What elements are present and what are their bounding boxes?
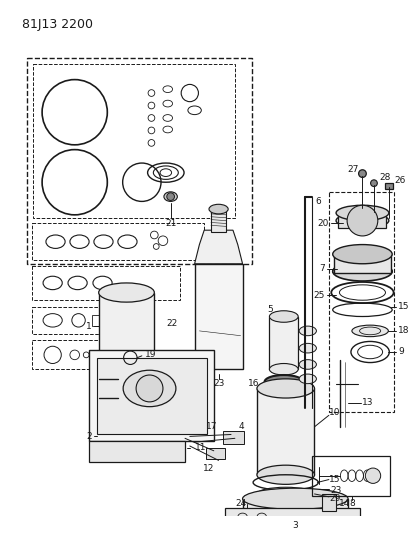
Ellipse shape (99, 283, 154, 302)
Bar (99, 293, 154, 369)
Ellipse shape (123, 370, 176, 407)
Circle shape (365, 468, 381, 483)
Ellipse shape (299, 343, 316, 353)
Ellipse shape (299, 360, 316, 369)
Text: 1: 1 (86, 321, 92, 330)
Text: 27: 27 (347, 165, 358, 174)
Text: 23: 23 (213, 379, 224, 388)
Bar (97, 358, 207, 434)
Bar (27, 58, 252, 264)
Text: 4: 4 (239, 422, 245, 431)
Ellipse shape (352, 325, 388, 337)
Bar (92, 314, 102, 326)
Bar (270, 317, 298, 369)
Bar (89, 441, 185, 462)
Ellipse shape (265, 375, 303, 389)
Text: 19: 19 (145, 350, 156, 359)
Bar (257, 389, 314, 475)
Circle shape (347, 205, 378, 236)
Ellipse shape (209, 204, 228, 214)
Bar (329, 192, 394, 413)
Ellipse shape (257, 379, 314, 398)
Ellipse shape (299, 374, 316, 384)
Text: 16: 16 (248, 379, 260, 388)
Text: 12: 12 (203, 464, 215, 473)
Circle shape (371, 180, 377, 187)
Text: 28: 28 (380, 173, 391, 182)
Text: 81J13 2200: 81J13 2200 (22, 18, 93, 31)
Circle shape (167, 193, 174, 200)
Text: 10: 10 (329, 408, 340, 417)
Text: 11: 11 (194, 443, 206, 453)
Ellipse shape (164, 192, 177, 201)
Bar (32, 307, 147, 334)
Text: 5: 5 (268, 305, 273, 314)
Bar (386, 183, 393, 189)
Bar (312, 456, 390, 496)
Bar (206, 448, 225, 459)
Bar (339, 213, 386, 228)
Ellipse shape (99, 360, 154, 379)
Polygon shape (194, 230, 242, 264)
Ellipse shape (336, 205, 389, 221)
Text: 18: 18 (398, 326, 409, 335)
Text: 21: 21 (165, 219, 176, 228)
Bar (33, 64, 235, 217)
Text: 8: 8 (349, 499, 355, 508)
Text: 23: 23 (331, 486, 342, 495)
Text: 14: 14 (339, 499, 350, 508)
Text: 13: 13 (363, 398, 374, 407)
Text: 29: 29 (329, 494, 340, 503)
Bar (322, 494, 336, 511)
Text: 2: 2 (86, 432, 92, 441)
Text: 3: 3 (293, 521, 298, 530)
Ellipse shape (333, 262, 392, 281)
Text: 26: 26 (394, 176, 406, 185)
Text: 22: 22 (166, 319, 177, 328)
Text: 17: 17 (206, 422, 217, 431)
Ellipse shape (270, 311, 298, 322)
Text: 6: 6 (316, 197, 321, 206)
Bar (211, 211, 226, 232)
Bar (242, 499, 348, 533)
Text: 15: 15 (398, 302, 409, 311)
Ellipse shape (270, 364, 298, 375)
Ellipse shape (242, 488, 348, 510)
Ellipse shape (257, 465, 314, 484)
Circle shape (359, 170, 366, 177)
Text: 25: 25 (314, 291, 325, 300)
Bar (223, 431, 245, 444)
Text: 9: 9 (398, 348, 404, 357)
Bar (32, 265, 180, 300)
Text: 20: 20 (318, 219, 329, 228)
Bar (225, 508, 360, 526)
Text: 7: 7 (319, 264, 325, 273)
Ellipse shape (336, 213, 389, 228)
Bar (32, 341, 147, 369)
Text: 24: 24 (235, 499, 246, 508)
Circle shape (136, 375, 163, 402)
Bar (32, 223, 204, 260)
Ellipse shape (333, 245, 392, 264)
Ellipse shape (299, 326, 316, 336)
Bar (194, 264, 242, 369)
Bar (89, 350, 214, 441)
Text: 15: 15 (329, 475, 340, 484)
Bar (334, 254, 391, 273)
